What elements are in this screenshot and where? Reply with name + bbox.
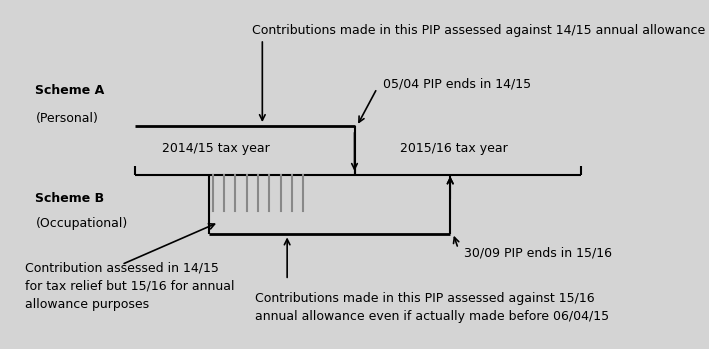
Text: Contributions made in this PIP assessed against 14/15 annual allowance: Contributions made in this PIP assessed …	[252, 24, 705, 37]
Text: 30/09 PIP ends in 15/16: 30/09 PIP ends in 15/16	[464, 246, 613, 260]
Text: (Personal): (Personal)	[35, 112, 99, 125]
Text: 05/04 PIP ends in 14/15: 05/04 PIP ends in 14/15	[383, 77, 531, 90]
Text: 2015/16 tax year: 2015/16 tax year	[400, 142, 508, 155]
Text: Contributions made in this PIP assessed against 15/16
annual allowance even if a: Contributions made in this PIP assessed …	[255, 292, 609, 322]
Text: 2014/15 tax year: 2014/15 tax year	[162, 142, 270, 155]
Text: Scheme A: Scheme A	[35, 84, 105, 97]
Text: Contribution assessed in 14/15
for tax relief but 15/16 for annual
allowance pur: Contribution assessed in 14/15 for tax r…	[25, 262, 234, 311]
Text: (Occupational): (Occupational)	[35, 217, 128, 230]
Text: Scheme B: Scheme B	[35, 192, 104, 206]
